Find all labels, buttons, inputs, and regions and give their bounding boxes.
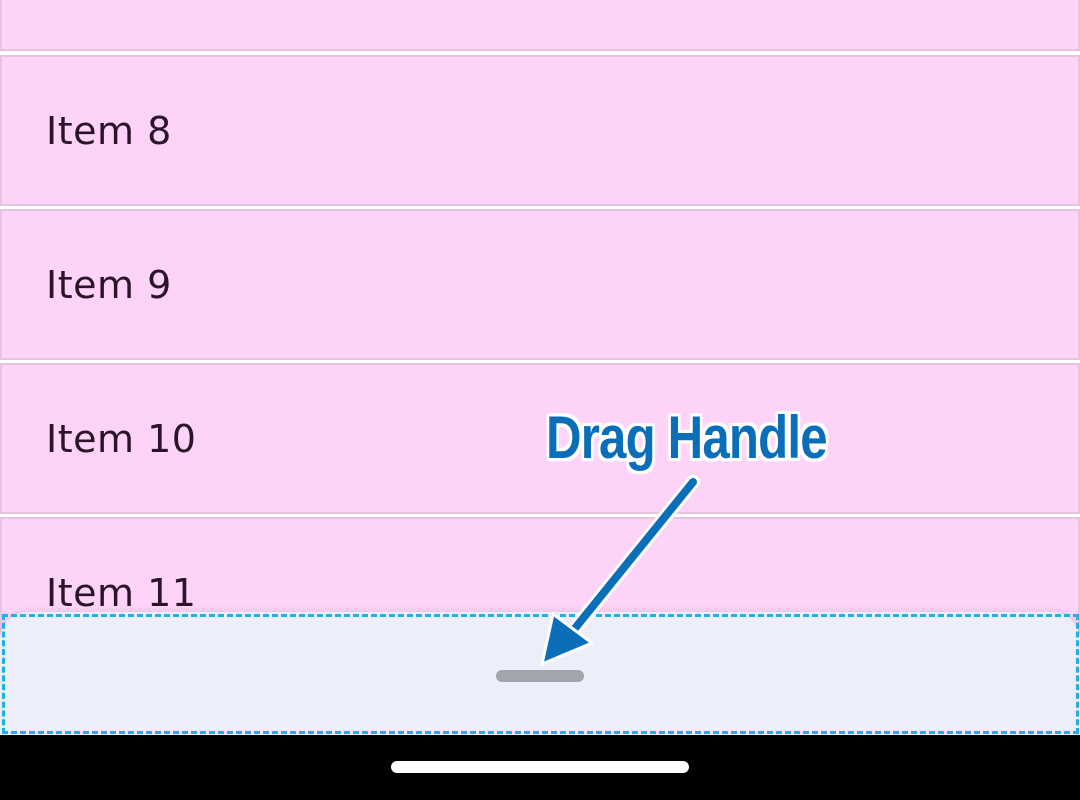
bottom-sheet[interactable] xyxy=(0,612,1080,735)
list-item-label: Item 10 xyxy=(46,416,197,461)
callout-label: Drag Handle xyxy=(546,404,828,471)
app-content: Item 7 Item 8 Item 9 Item 10 Item 11 xyxy=(0,0,1080,735)
drag-handle-icon[interactable] xyxy=(496,670,584,682)
list-item-label: Item 11 xyxy=(46,570,197,615)
list-item[interactable]: Item 8 xyxy=(0,55,1080,206)
list-item[interactable]: Item 7 xyxy=(0,0,1080,51)
home-gesture-handle[interactable] xyxy=(391,761,689,773)
list-item[interactable]: Item 9 xyxy=(0,209,1080,360)
list-item[interactable]: Item 10 xyxy=(0,363,1080,514)
system-navigation-bar xyxy=(0,735,1080,800)
list-item-label: Item 9 xyxy=(46,262,172,307)
list-item-label: Item 8 xyxy=(46,108,172,153)
